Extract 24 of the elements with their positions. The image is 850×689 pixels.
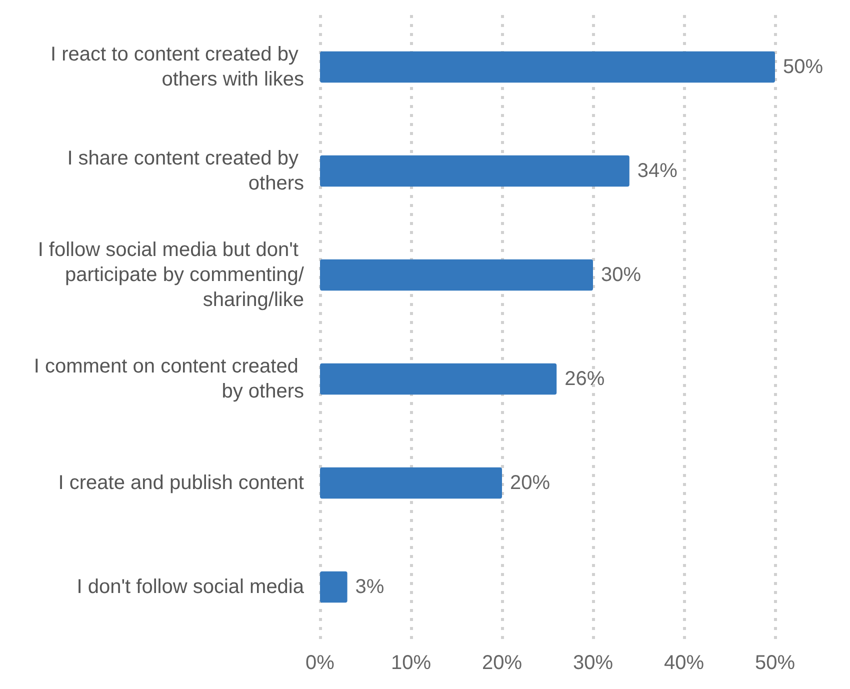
y-tick-label: I comment on content created by others: [34, 356, 304, 402]
x-tick-label: 20%: [482, 652, 522, 674]
x-tick-label: 50%: [754, 652, 796, 674]
y-tick-label: I react to content created by others with likes: [50, 44, 304, 90]
bar: [320, 51, 775, 83]
y-tick-label: I create and publish content: [58, 472, 304, 494]
data-label: 20%: [510, 472, 550, 494]
bar: [320, 467, 502, 499]
data-label: 34%: [637, 160, 678, 182]
y-tick-label: I share content created by others: [67, 148, 304, 194]
data-label: 3%: [355, 576, 384, 598]
data-label: 30%: [601, 264, 642, 286]
bar: [320, 259, 593, 291]
x-tick-label: 40%: [664, 652, 704, 674]
x-tick-label: 0%: [306, 652, 335, 674]
bar: [320, 155, 630, 187]
y-tick-label: I follow social media but don't participate by commenting/sharing/like: [38, 239, 304, 311]
data-label: 26%: [564, 368, 605, 390]
x-tick-label: 10%: [390, 652, 432, 674]
data-label: 50%: [783, 56, 824, 78]
x-tick-label: 30%: [572, 652, 614, 674]
y-tick-label: I don't follow social media: [76, 576, 305, 598]
bar: [320, 571, 348, 603]
bar: [320, 363, 557, 395]
